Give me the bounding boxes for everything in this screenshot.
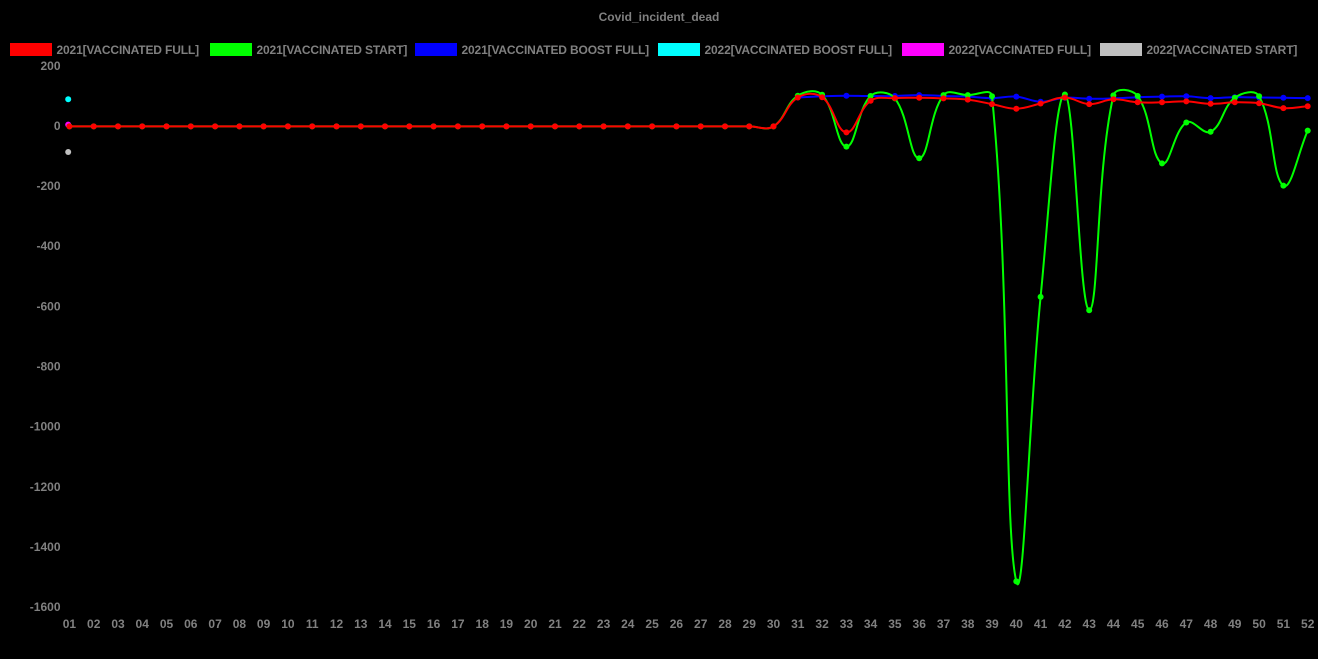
svg-text:16: 16 <box>427 617 441 631</box>
svg-text:25: 25 <box>645 617 659 631</box>
svg-text:02: 02 <box>87 617 101 631</box>
svg-text:12: 12 <box>330 617 344 631</box>
svg-text:40: 40 <box>1010 617 1024 631</box>
svg-text:51: 51 <box>1277 617 1291 631</box>
svg-text:10: 10 <box>281 617 295 631</box>
svg-text:22: 22 <box>573 617 587 631</box>
svg-text:26: 26 <box>670 617 684 631</box>
svg-text:52: 52 <box>1301 617 1315 631</box>
svg-text:32: 32 <box>815 617 829 631</box>
svg-text:36: 36 <box>913 617 927 631</box>
svg-text:06: 06 <box>184 617 198 631</box>
svg-text:2021[VACCINATED FULL]: 2021[VACCINATED FULL] <box>57 43 200 57</box>
svg-text:42: 42 <box>1058 617 1072 631</box>
svg-text:37: 37 <box>937 617 951 631</box>
svg-text:04: 04 <box>136 617 150 631</box>
svg-text:28: 28 <box>718 617 732 631</box>
svg-text:14: 14 <box>378 617 392 631</box>
svg-text:29: 29 <box>743 617 757 631</box>
svg-text:35: 35 <box>888 617 902 631</box>
svg-text:13: 13 <box>354 617 368 631</box>
svg-text:34: 34 <box>864 617 878 631</box>
svg-text:-1200: -1200 <box>30 480 61 494</box>
svg-text:50: 50 <box>1252 617 1266 631</box>
svg-text:-400: -400 <box>36 239 60 253</box>
svg-text:39: 39 <box>985 617 999 631</box>
svg-text:38: 38 <box>961 617 975 631</box>
svg-text:-1400: -1400 <box>30 540 61 554</box>
svg-text:47: 47 <box>1180 617 1194 631</box>
svg-text:2022[VACCINATED BOOST FULL]: 2022[VACCINATED BOOST FULL] <box>705 43 893 57</box>
svg-text:33: 33 <box>840 617 854 631</box>
svg-text:2021[VACCINATED BOOST FULL]: 2021[VACCINATED BOOST FULL] <box>462 43 650 57</box>
svg-text:48: 48 <box>1204 617 1218 631</box>
svg-text:2021[VACCINATED START]: 2021[VACCINATED START] <box>257 43 408 57</box>
svg-text:23: 23 <box>597 617 611 631</box>
svg-text:09: 09 <box>257 617 271 631</box>
svg-text:-800: -800 <box>36 360 60 374</box>
svg-text:-1000: -1000 <box>30 420 61 434</box>
svg-text:30: 30 <box>767 617 781 631</box>
svg-text:17: 17 <box>451 617 465 631</box>
svg-text:2022[VACCINATED START]: 2022[VACCINATED START] <box>1147 43 1298 57</box>
svg-text:08: 08 <box>233 617 247 631</box>
svg-text:43: 43 <box>1083 617 1097 631</box>
svg-text:46: 46 <box>1155 617 1169 631</box>
svg-text:11: 11 <box>306 617 319 631</box>
svg-text:44: 44 <box>1107 617 1121 631</box>
svg-text:27: 27 <box>694 617 708 631</box>
svg-text:31: 31 <box>791 617 805 631</box>
svg-text:19: 19 <box>500 617 514 631</box>
svg-text:45: 45 <box>1131 617 1145 631</box>
svg-text:05: 05 <box>160 617 174 631</box>
svg-text:Covid_incident_dead: Covid_incident_dead <box>599 10 720 24</box>
svg-text:03: 03 <box>111 617 125 631</box>
svg-text:200: 200 <box>40 59 60 73</box>
svg-text:-600: -600 <box>36 299 60 313</box>
svg-text:20: 20 <box>524 617 538 631</box>
svg-text:01: 01 <box>63 617 77 631</box>
svg-text:18: 18 <box>476 617 490 631</box>
svg-text:-200: -200 <box>36 179 60 193</box>
svg-text:15: 15 <box>403 617 417 631</box>
svg-text:07: 07 <box>208 617 222 631</box>
svg-text:-1600: -1600 <box>30 600 61 614</box>
svg-text:49: 49 <box>1228 617 1242 631</box>
svg-text:2022[VACCINATED FULL]: 2022[VACCINATED FULL] <box>949 43 1092 57</box>
svg-text:0: 0 <box>54 119 61 133</box>
svg-text:21: 21 <box>548 617 562 631</box>
svg-text:24: 24 <box>621 617 635 631</box>
svg-text:41: 41 <box>1034 617 1048 631</box>
